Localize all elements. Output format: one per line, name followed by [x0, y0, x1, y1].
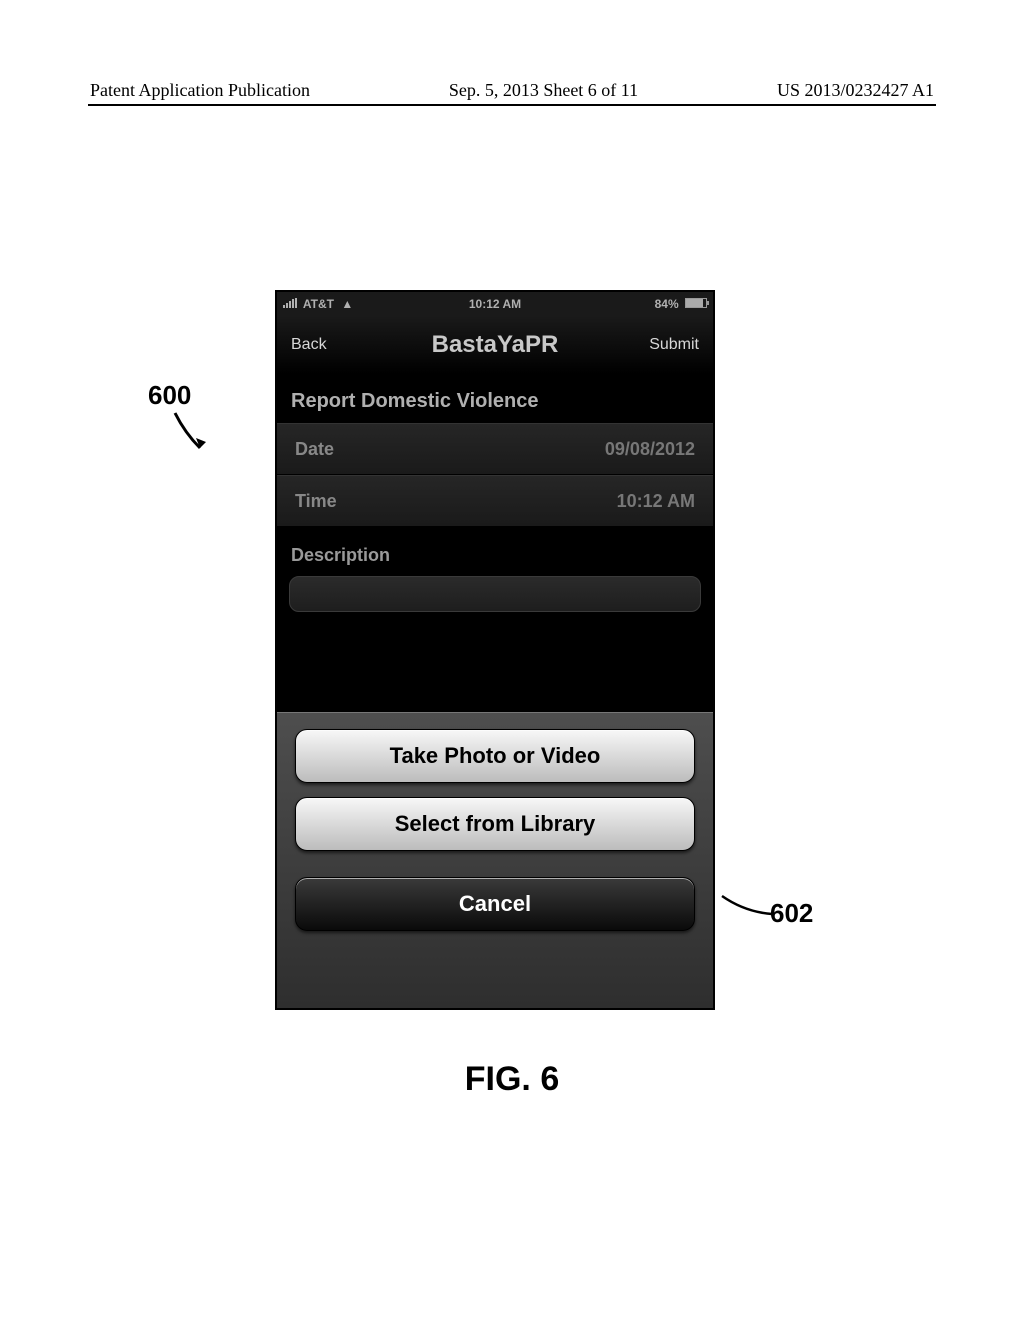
back-button[interactable]: Back: [291, 336, 327, 354]
time-value: 10:12 AM: [617, 491, 695, 512]
carrier-label: AT&T: [303, 297, 334, 311]
header-rule: [88, 104, 936, 106]
status-battery: 84%: [655, 297, 707, 311]
phone-screenshot: AT&T ▲ 10:12 AM 84% Back BastaYaPR Submi…: [275, 290, 715, 1010]
leader-arrow-600: [170, 408, 210, 458]
wifi-icon: ▲: [341, 297, 353, 311]
description-input[interactable]: [289, 576, 701, 612]
form-rows: Date 09/08/2012 Time 10:12 AM: [277, 423, 713, 527]
leader-line-602: [720, 894, 775, 924]
header-center: Sep. 5, 2013 Sheet 6 of 11: [449, 80, 638, 101]
take-photo-video-button[interactable]: Take Photo or Video: [295, 729, 695, 783]
signal-bars-icon: [283, 298, 297, 308]
header-right: US 2013/0232427 A1: [777, 80, 934, 101]
nav-title: BastaYaPR: [277, 331, 713, 359]
section-title: Report Domestic Violence: [277, 374, 713, 423]
patent-page-header: Patent Application Publication Sep. 5, 2…: [0, 80, 1024, 101]
battery-percent: 84%: [655, 297, 679, 311]
status-carrier: AT&T ▲: [283, 297, 353, 311]
time-label: Time: [295, 491, 337, 512]
time-row[interactable]: Time 10:12 AM: [277, 475, 713, 527]
reference-numeral-602: 602: [770, 898, 813, 929]
header-left: Patent Application Publication: [90, 80, 310, 101]
select-from-library-button[interactable]: Select from Library: [295, 797, 695, 851]
description-label: Description: [277, 527, 713, 576]
action-sheet: Take Photo or Video Select from Library …: [277, 712, 713, 1008]
cancel-button[interactable]: Cancel: [295, 877, 695, 931]
reference-numeral-600: 600: [148, 380, 191, 411]
submit-button[interactable]: Submit: [649, 336, 699, 354]
nav-bar: Back BastaYaPR Submit: [277, 316, 713, 374]
date-value: 09/08/2012: [605, 439, 695, 460]
date-label: Date: [295, 439, 334, 460]
date-row[interactable]: Date 09/08/2012: [277, 423, 713, 475]
status-bar: AT&T ▲ 10:12 AM 84%: [277, 292, 713, 316]
battery-icon: [685, 298, 707, 308]
figure-caption: FIG. 6: [0, 1060, 1024, 1099]
